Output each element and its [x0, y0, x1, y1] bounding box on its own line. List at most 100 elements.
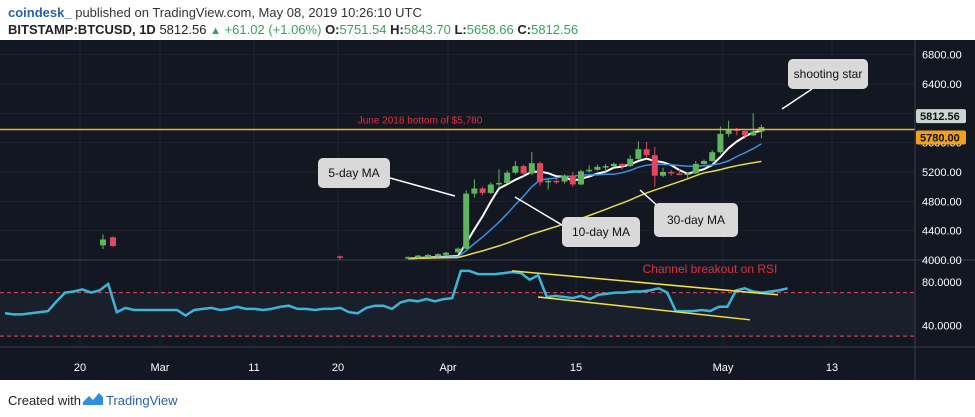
- candle-body: [602, 166, 609, 168]
- price-tick-label: 4800.00: [922, 196, 962, 208]
- channel-upper-line: [511, 270, 779, 296]
- level-tag: [916, 130, 966, 145]
- price-tick-label: 4000.00: [922, 255, 962, 267]
- rsi-panel: [0, 259, 975, 337]
- candle-body: [512, 166, 519, 173]
- candle-body: [750, 131, 757, 136]
- candle-body: [676, 173, 683, 175]
- candle-body: [100, 239, 106, 246]
- tradingview-logo-icon[interactable]: [82, 390, 104, 406]
- high-label: H:: [390, 22, 404, 37]
- candle-body: [528, 163, 535, 174]
- ma30-callout-label: 30-day MA: [667, 213, 725, 227]
- candle-body: [742, 130, 748, 136]
- candle-body: [553, 180, 560, 183]
- candle-body: [405, 257, 411, 259]
- shooting-star-callout-box: [788, 59, 868, 89]
- candle-body: [660, 172, 666, 176]
- candle-body: [110, 237, 116, 247]
- rsi-band: [0, 292, 915, 337]
- candle-body: [504, 172, 511, 183]
- time-tick-label: 20: [74, 362, 86, 374]
- candle-body: [520, 166, 527, 174]
- tradingview-link[interactable]: TradingView: [106, 393, 178, 408]
- btc-price-chart[interactable]: June 2018 bottom of $5,780 Channel breako…: [0, 40, 975, 380]
- shooting-star-callout-label: shooting star: [794, 67, 863, 81]
- ma5-callout-pointer: [389, 177, 456, 197]
- symbol-label: BITSTAMP:BTCUSD, 1D: [8, 22, 156, 37]
- open-label: O:: [325, 22, 340, 37]
- candle-body: [619, 163, 625, 167]
- high-value: 5843.70: [403, 22, 451, 37]
- axes: 4000.004400.004800.005200.005600.006000.…: [0, 40, 975, 380]
- candle-body: [443, 252, 449, 255]
- ma10-callout-box: [562, 217, 640, 247]
- time-tick-label: Mar: [151, 362, 170, 374]
- time-tick-label: Apr: [439, 362, 456, 374]
- annotations: June 2018 bottom of $5,780 Channel breako…: [0, 59, 915, 321]
- candle-body: [701, 161, 707, 164]
- last-price: 5812.56: [159, 22, 207, 37]
- candle-body: [496, 183, 502, 185]
- last-price-tag: [916, 109, 966, 124]
- time-tick-label: May: [713, 362, 734, 374]
- candle-body: [479, 188, 486, 193]
- candle-body: [668, 172, 675, 174]
- price-change: +61.02 (+1.06%): [224, 22, 322, 37]
- candle-body: [692, 163, 699, 174]
- rsi-tick-label: 40.0000: [922, 320, 962, 332]
- chart-header: coindesk_ published on TradingView.com, …: [0, 0, 975, 40]
- candle-body: [733, 129, 740, 131]
- candles: [100, 113, 765, 260]
- candle-body: [586, 169, 593, 172]
- candle-body: [425, 254, 431, 258]
- candle-body: [643, 149, 650, 156]
- rsi-annotation: Channel breakout on RSI: [643, 262, 778, 276]
- candle-body: [337, 256, 343, 258]
- candle-body: [635, 149, 642, 159]
- candle-body: [717, 133, 724, 153]
- candle-body: [471, 188, 478, 194]
- rsi-tick-label: 80.0000: [922, 277, 962, 289]
- created-with-label: Created with: [8, 393, 81, 408]
- price-tick-label: 6800.00: [922, 50, 962, 62]
- candle-body: [651, 155, 658, 176]
- candle-body: [435, 254, 441, 257]
- time-tick-label: 13: [826, 362, 838, 374]
- ma10-callout-label: 10-day MA: [572, 225, 630, 239]
- price-tick-label: 6400.00: [922, 79, 962, 91]
- time-tick-label: 20: [332, 362, 344, 374]
- candle-body: [545, 180, 552, 183]
- candle-body: [487, 184, 494, 193]
- channel-lower-line: [537, 296, 751, 321]
- shooting-star-callout-pointer: [781, 88, 813, 110]
- footer: Created with TradingView: [0, 380, 975, 417]
- up-arrow-icon: ▲: [210, 25, 221, 37]
- rsi-line: [4, 269, 788, 317]
- low-value: 5658.66: [466, 22, 514, 37]
- candle-body: [415, 255, 421, 258]
- candle-body: [725, 129, 732, 134]
- price-tick-label: 4400.00: [922, 226, 962, 238]
- candle-body: [578, 171, 584, 185]
- last-price-label: 5812.56: [920, 111, 960, 123]
- ma10-callout-pointer: [514, 196, 563, 226]
- candle-body: [610, 163, 617, 167]
- candle-body: [463, 193, 470, 249]
- candle-body: [684, 173, 691, 175]
- ma10-line: [407, 143, 762, 260]
- publish-info: published on TradingView.com, May 08, 20…: [75, 5, 422, 20]
- publish-line: coindesk_ published on TradingView.com, …: [8, 5, 422, 20]
- candle-body: [455, 248, 461, 253]
- ma5-callout-label: 5-day MA: [328, 166, 379, 180]
- close-label: C:: [517, 22, 532, 37]
- time-tick-label: 11: [248, 362, 259, 374]
- brand-name[interactable]: coindesk_: [8, 5, 72, 20]
- low-label: L:: [454, 22, 467, 37]
- candle-body: [594, 166, 601, 170]
- candle-body: [627, 158, 634, 167]
- level-tag-label: 5780.00: [920, 132, 960, 144]
- rsi-series: [4, 269, 788, 317]
- price-tick-label: 5200.00: [922, 167, 962, 179]
- open-value: 5751.54: [339, 22, 387, 37]
